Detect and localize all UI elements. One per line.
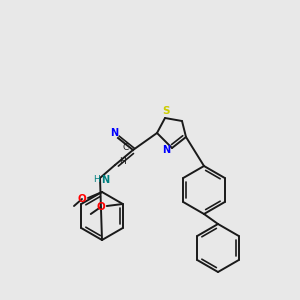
Text: C: C	[123, 142, 129, 152]
Text: S: S	[162, 106, 170, 116]
Text: N: N	[162, 145, 170, 155]
Text: H: H	[93, 176, 99, 184]
Text: N: N	[110, 128, 118, 138]
Text: O: O	[96, 202, 105, 212]
Text: methoxy: methoxy	[70, 215, 100, 221]
Text: methoxy: methoxy	[53, 207, 83, 213]
Text: H: H	[120, 158, 126, 166]
Text: O: O	[78, 194, 86, 204]
Text: N: N	[101, 175, 109, 185]
